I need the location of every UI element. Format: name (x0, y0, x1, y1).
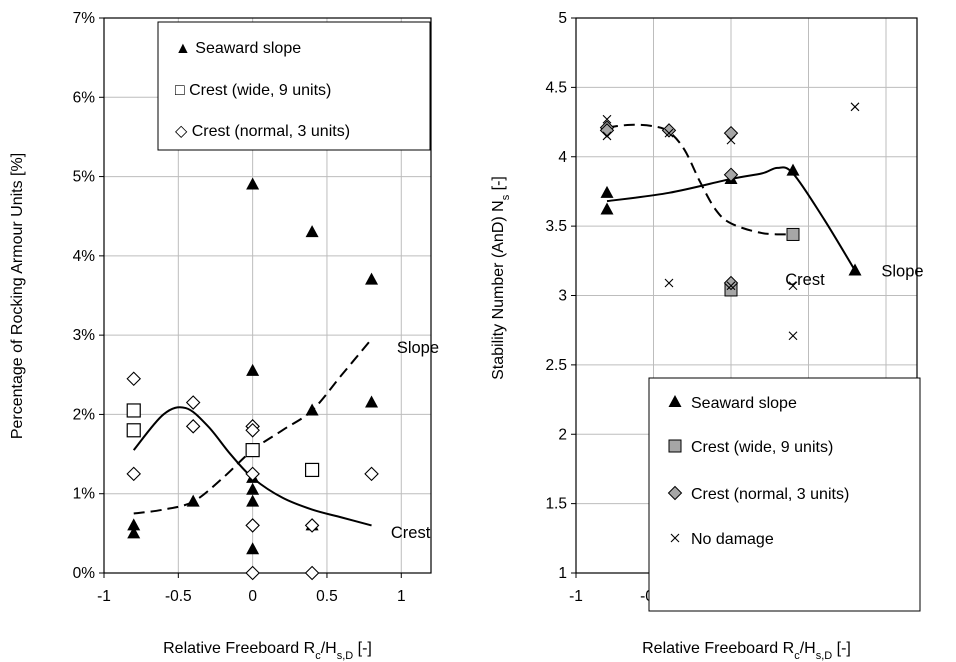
y-tick-label: 4.5 (545, 79, 567, 96)
x-tick-label: -1 (97, 588, 111, 605)
crest-wide-9-units-point (126, 423, 141, 438)
crest-normal-3-units-point (245, 565, 260, 581)
seaward-slope-point (246, 542, 260, 555)
legend-entry: Seaward slope (691, 395, 797, 412)
legend-entry: No damage (691, 531, 774, 548)
no-damage-point (788, 281, 798, 291)
legend-marker (668, 439, 682, 453)
no-damage-point (726, 135, 736, 145)
seaward-slope-point (600, 185, 614, 198)
no-damage-point (664, 128, 674, 138)
x-axis-label: Relative Freeboard Rc/Hs,D [-] (642, 640, 851, 662)
seaward-slope-point (365, 272, 379, 285)
legend-entry: Crest (normal, 3 units) (691, 486, 849, 503)
seaward-slope-point (305, 403, 319, 416)
legend-entry: ▲ Seaward slope (175, 40, 301, 57)
seaward-slope-point (246, 494, 260, 507)
crest-wide-9-units-point (126, 403, 141, 418)
crest-normal-3-units-point (723, 275, 739, 291)
crest-normal-3-units-point (245, 423, 260, 438)
crest-normal-3-units-point (185, 395, 201, 410)
crest-wide-9-units-point (786, 227, 800, 241)
crest-normal-3-units-point (661, 123, 677, 138)
crest-normal-3-units-point (304, 518, 320, 533)
legend-marker (668, 395, 682, 407)
y-tick-label: 2 (558, 426, 567, 443)
legend-marker (667, 485, 683, 501)
crest-normal-3-units-point (723, 125, 739, 141)
seaward-slope-point (246, 482, 260, 495)
y-tick-label: 4 (558, 149, 567, 166)
annotation-crest: Crest (391, 524, 431, 542)
crest-normal-3-units-point (304, 565, 320, 581)
no-damage-point (850, 102, 860, 112)
left-chart: -1 -0.5 0 0.5 1 0% 1% 2% 3% 4% 5% 6% 7% Relative Free… (9, 10, 439, 662)
crest-normal-3-units-point (185, 419, 201, 434)
seaward-slope-point (786, 163, 800, 176)
y-axis-label: Percentage of Rocking Armour Units [%] (9, 153, 26, 439)
x-tick-label: -0.5 (165, 588, 192, 605)
crest-normal-3-units-point (126, 466, 142, 482)
y-tick-label: 1 (558, 565, 567, 582)
crest-normal-3-units-point (245, 466, 260, 482)
seaward-slope-point (186, 494, 200, 507)
crest-normal-3-units-point (126, 371, 142, 387)
crest-normal-3-units-point (723, 167, 739, 182)
crest-trend-curve (132, 406, 372, 527)
x-tick-label: 0.5 (316, 588, 338, 605)
seaward-slope-point (365, 395, 379, 408)
y-tick-label: 4% (73, 248, 96, 265)
no-damage-point (664, 278, 674, 288)
legend-entry: Crest (wide, 9 units) (691, 439, 833, 456)
annotation-slope: Slope (881, 263, 923, 281)
crest-normal-3-units-point (245, 518, 260, 533)
crest-normal-3-units-point (364, 466, 379, 482)
legend: Seaward slope Crest (wide, 9 units) Crest … (648, 377, 921, 612)
annotation-crest: Crest (785, 271, 825, 289)
crest-wide-9-units-point (304, 462, 320, 478)
slope-trend-curve (606, 166, 856, 272)
seaward-slope-point (848, 263, 862, 276)
x-axis-label: Relative Freeboard Rc/Hs,D [-] (163, 640, 372, 662)
y-tick-label: 1.5 (545, 496, 567, 513)
seaward-slope-point (127, 526, 141, 539)
x-tick-label: -1 (569, 588, 583, 605)
seaward-slope-point (246, 177, 260, 190)
y-tick-label: 2% (73, 406, 96, 423)
y-tick-label: 5 (558, 10, 567, 27)
no-damage-point (602, 114, 612, 124)
seaward-slope-point (246, 363, 260, 376)
y-tick-label: 6% (73, 89, 96, 106)
y-tick-label: 3% (73, 327, 96, 344)
crest-wide-9-units-point (245, 443, 260, 458)
legend-marker (670, 533, 680, 543)
legend-entry: ◇ Crest (normal, 3 units) (175, 123, 350, 140)
crest-normal-3-units-point (599, 123, 615, 138)
legend-box (157, 21, 431, 151)
no-damage-point (788, 331, 798, 341)
plot-frame (103, 17, 432, 574)
y-tick-label: 3.5 (545, 218, 567, 235)
y-tick-label: 1% (73, 486, 96, 503)
no-damage-point (602, 131, 612, 141)
no-damage-point (726, 281, 736, 291)
legend-box (648, 377, 921, 612)
legend-entry: □ Crest (wide, 9 units) (175, 82, 331, 99)
y-tick-label: 7% (73, 10, 96, 27)
y-tick-label: 0% (73, 565, 96, 582)
seaward-slope-point (600, 202, 614, 215)
legend: ▲ Seaward slope □ Crest (wide, 9 units) ◇ … (157, 21, 431, 151)
y-tick-label: 2.5 (545, 357, 567, 374)
y-tick-label: 3 (558, 288, 567, 305)
seaward-slope-point (127, 518, 141, 531)
seaward-slope-point (305, 225, 319, 238)
crest-trend-curve (606, 123, 794, 236)
y-tick-label: 5% (73, 169, 96, 186)
annotation-slope: Slope (397, 339, 439, 357)
x-tick-label: 0 (248, 588, 257, 605)
y-axis-label: Stability Number (AnD) Ns [-] (490, 176, 512, 380)
x-tick-label: 1 (397, 588, 406, 605)
